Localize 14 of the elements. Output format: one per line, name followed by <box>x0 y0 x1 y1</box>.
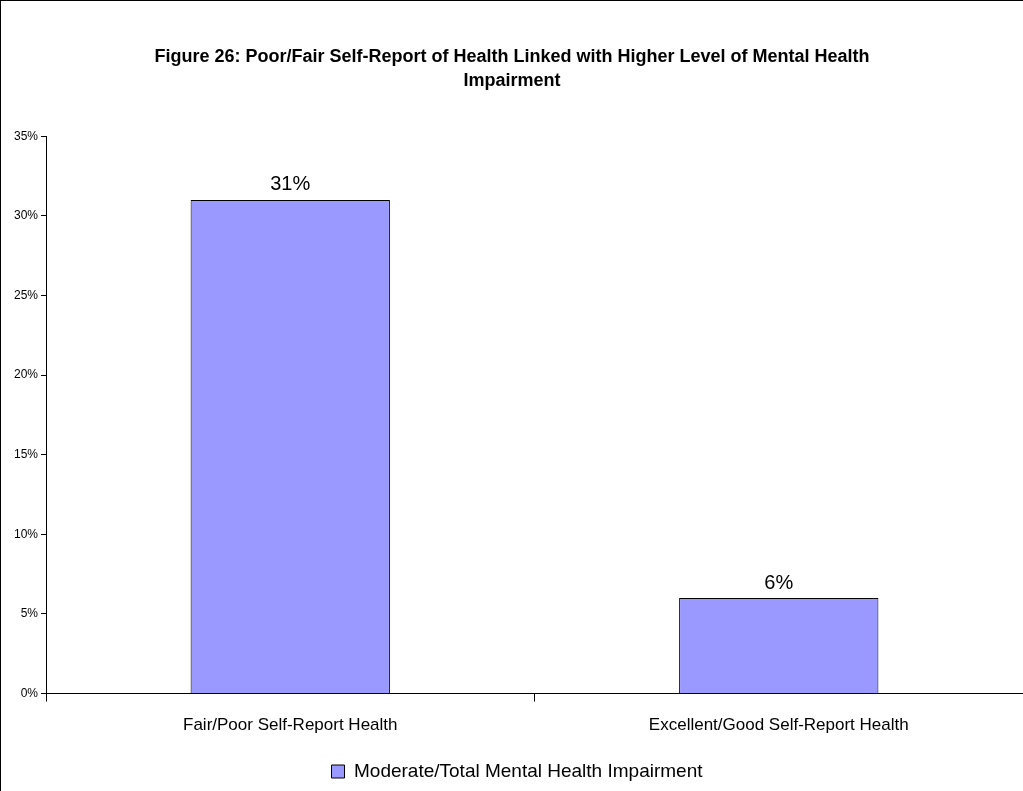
y-tick-label: 25% <box>13 287 39 302</box>
x-tick-label: Excellent/Good Self-Report Health <box>648 715 909 735</box>
y-tick-label: 30% <box>13 208 39 223</box>
y-tick-label: 0% <box>20 685 39 700</box>
x-tick-label: Fair/Poor Self-Report Health <box>183 715 398 735</box>
data-label: 31% <box>270 172 311 195</box>
y-tick-label: 35% <box>13 128 39 143</box>
y-tick-label: 10% <box>13 526 39 541</box>
y-tick-label: 15% <box>13 447 39 462</box>
y-tick-label: 5% <box>20 606 39 621</box>
y-tick-label: 20% <box>13 367 39 382</box>
legend-label: Moderate/Total Mental Health Impairment <box>354 759 704 781</box>
data-label: 6% <box>764 570 794 593</box>
chart-title: Figure 26: Poor/Fair Self-Report of Health Linked with Higher Level of Mental Health Impairment <box>153 45 871 92</box>
